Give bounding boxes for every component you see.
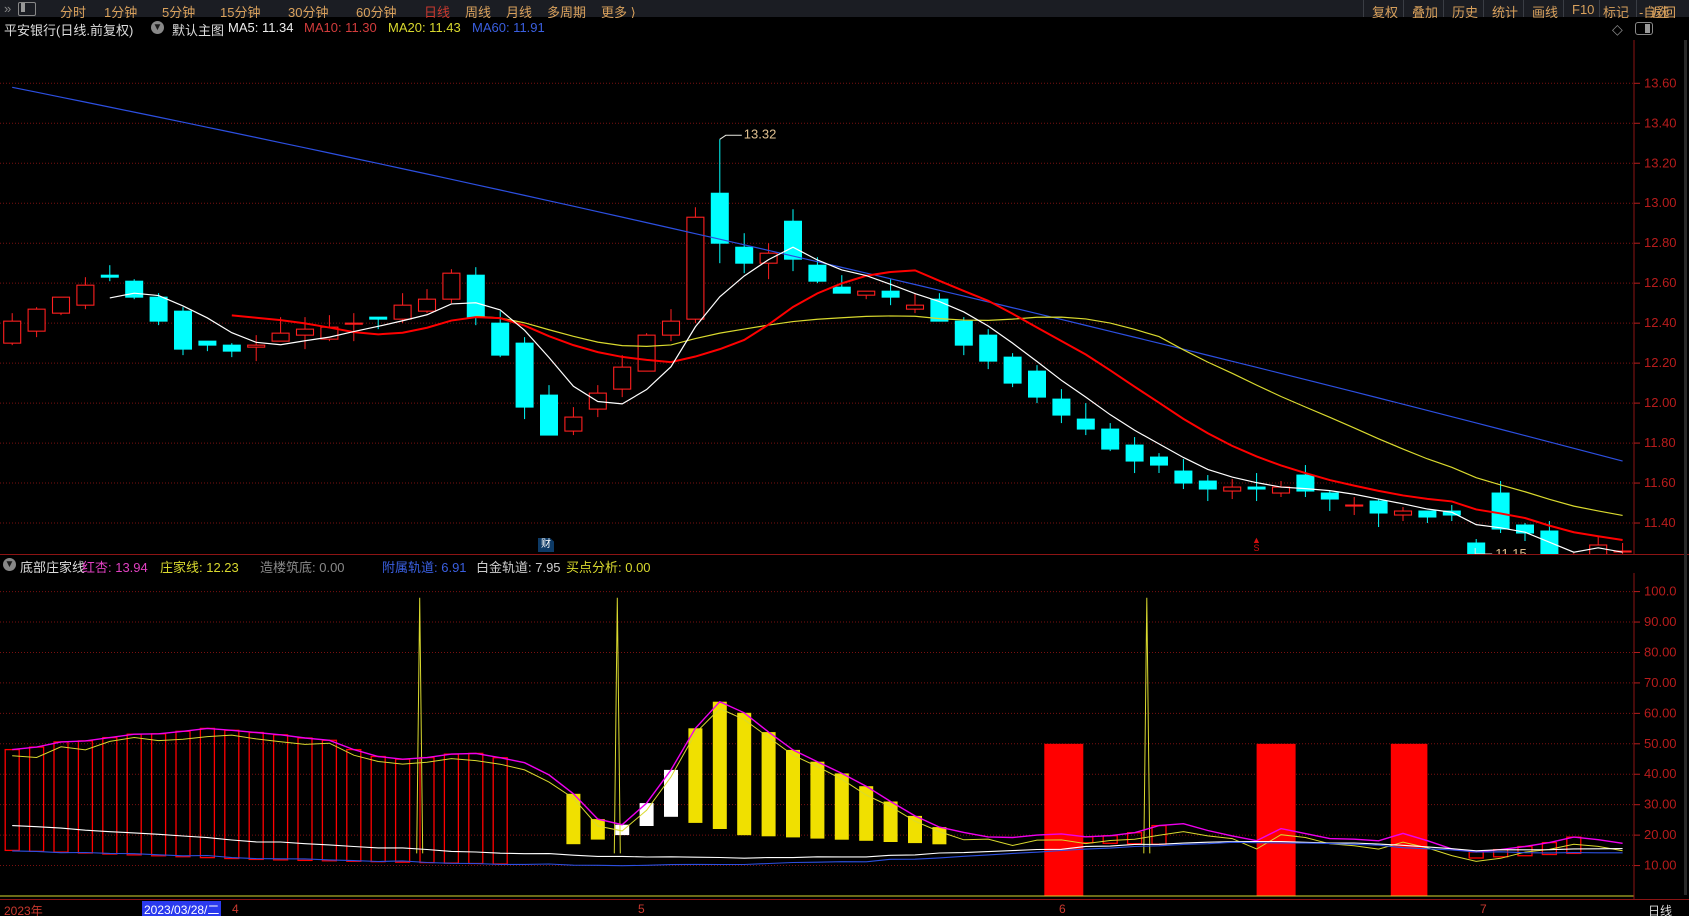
svg-text:20.00: 20.00 [1644,827,1677,842]
svg-text:13.60: 13.60 [1644,75,1677,90]
svg-text:60.00: 60.00 [1644,705,1677,720]
svg-text:12.80: 12.80 [1644,235,1677,250]
svg-text:12.00: 12.00 [1644,395,1677,410]
svg-text:11.40: 11.40 [1644,515,1676,530]
svg-text:80.00: 80.00 [1644,644,1677,659]
svg-text:30.00: 30.00 [1644,797,1677,812]
svg-text:13.20: 13.20 [1644,155,1677,170]
svg-text:13.40: 13.40 [1644,115,1677,130]
svg-text:10.00: 10.00 [1644,858,1677,873]
svg-text:40.00: 40.00 [1644,766,1677,781]
svg-text:11.80: 11.80 [1644,435,1676,450]
svg-text:11.60: 11.60 [1644,475,1676,490]
svg-text:12.20: 12.20 [1644,355,1677,370]
svg-text:50.00: 50.00 [1644,736,1677,751]
svg-text:70.00: 70.00 [1644,675,1677,690]
svg-text:90.00: 90.00 [1644,614,1677,629]
svg-text:12.40: 12.40 [1644,315,1677,330]
svg-text:100.0: 100.0 [1644,584,1677,599]
svg-text:12.60: 12.60 [1644,275,1677,290]
svg-text:13.00: 13.00 [1644,195,1677,210]
